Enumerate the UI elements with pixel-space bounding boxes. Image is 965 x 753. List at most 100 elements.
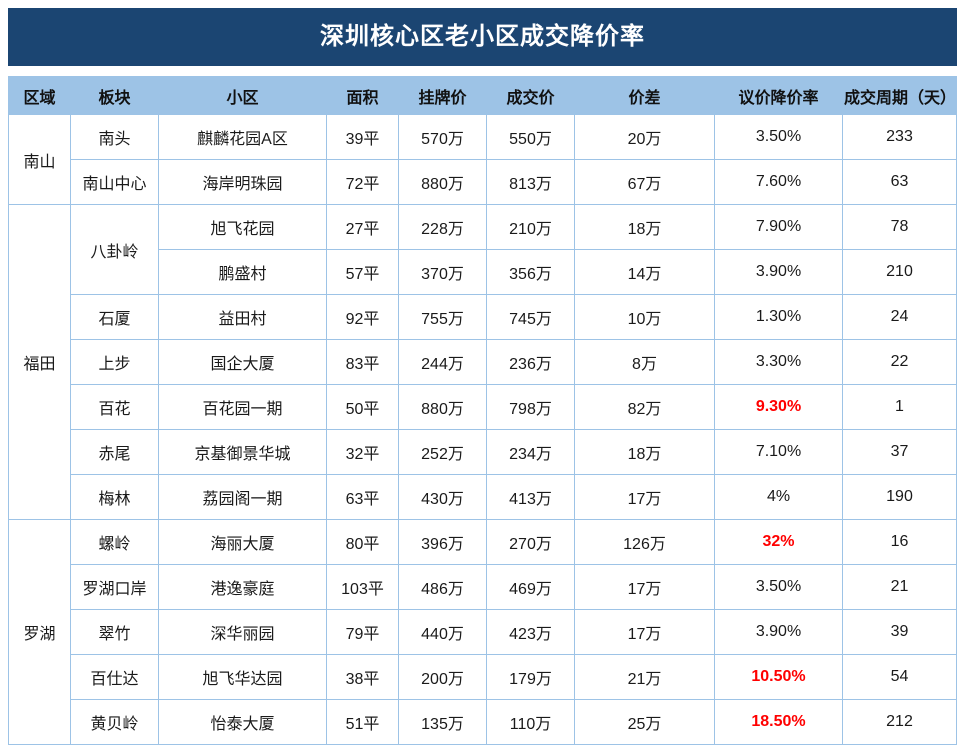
price-diff-cell: 21万 [574, 654, 715, 700]
column-header: 成交价 [486, 76, 575, 115]
table-row: 南山 南头 麒麟花园A区 39平 570万 550万 20万 3.50% 233 [8, 114, 957, 205]
community-cell: 旭飞华达园 [158, 654, 327, 700]
column-header: 板块 [70, 76, 159, 115]
listing-price-cell: 370万 [398, 249, 487, 295]
listing-price-cell: 430万 [398, 474, 487, 520]
listing-price-cell: 570万 [398, 114, 487, 160]
deal-cycle-cell: 22 [842, 339, 957, 385]
deal-cycle-cell: 233 [842, 114, 957, 160]
region-cell: 南山 [8, 114, 71, 205]
plate-cell: 罗湖口岸 [70, 564, 159, 610]
listing-price-cell: 396万 [398, 519, 487, 565]
area-cell: 32平 [326, 429, 399, 475]
area-cell: 38平 [326, 654, 399, 700]
deal-price-cell: 210万 [486, 204, 575, 250]
deal-price-cell: 110万 [486, 699, 575, 745]
community-cell: 深华丽园 [158, 609, 327, 655]
region-cell: 福田 [8, 204, 71, 520]
price-diff-cell: 8万 [574, 339, 715, 385]
column-header: 成交周期（天） [842, 76, 957, 115]
discount-rate-cell: 3.50% [714, 114, 843, 160]
discount-rate-cell: 3.50% [714, 564, 843, 610]
plate-cell: 翠竹 [70, 609, 159, 655]
area-cell: 80平 [326, 519, 399, 565]
plate-cell: 螺岭 [70, 519, 159, 565]
column-header: 价差 [574, 76, 715, 115]
plate-cell: 梅林 [70, 474, 159, 520]
deal-cycle-cell: 21 [842, 564, 957, 610]
price-table: 区域 板块 小区 面积 挂牌价 成交价 价差 议价降价率 成交周期（天） 南山 南头 麒麟花园A区 3… [8, 76, 957, 745]
listing-price-cell: 252万 [398, 429, 487, 475]
price-diff-cell: 20万 [574, 114, 715, 160]
discount-rate-cell: 3.90% [714, 609, 843, 655]
plate-cell: 赤尾 [70, 429, 159, 475]
deal-price-cell: 270万 [486, 519, 575, 565]
deal-cycle-cell: 54 [842, 654, 957, 700]
price-diff-cell: 82万 [574, 384, 715, 430]
table-row: 黄贝岭 怡泰大厦 51平 135万 110万 25万 18.50% 212 [9, 699, 957, 745]
page-title: 深圳核心区老小区成交降价率 [8, 8, 957, 66]
column-header: 面积 [326, 76, 399, 115]
community-cell: 益田村 [158, 294, 327, 340]
area-cell: 79平 [326, 609, 399, 655]
area-cell: 83平 [326, 339, 399, 385]
community-cell: 京基御景华城 [158, 429, 327, 475]
table-row: 百花 百花园一期 50平 880万 798万 82万 9.30% 1 [9, 384, 957, 430]
table-row: 翠竹 深华丽园 79平 440万 423万 17万 3.90% 39 [9, 609, 957, 655]
table-row: 福田 八卦岭 旭飞花园 27平 228万 210万 18万 7.90% 78 [8, 204, 957, 520]
listing-price-cell: 135万 [398, 699, 487, 745]
deal-price-cell: 234万 [486, 429, 575, 475]
area-cell: 27平 [326, 204, 399, 250]
listing-price-cell: 440万 [398, 609, 487, 655]
deal-cycle-cell: 16 [842, 519, 957, 565]
price-diff-cell: 18万 [574, 204, 715, 250]
table-row: 百仕达 旭飞华达园 38平 200万 179万 21万 10.50% 54 [9, 654, 957, 700]
column-header: 议价降价率 [714, 76, 843, 115]
discount-rate-cell: 4% [714, 474, 843, 520]
price-diff-cell: 25万 [574, 699, 715, 745]
area-cell: 92平 [326, 294, 399, 340]
discount-rate-cell: 3.30% [714, 339, 843, 385]
listing-price-cell: 880万 [398, 384, 487, 430]
price-diff-cell: 126万 [574, 519, 715, 565]
price-diff-cell: 14万 [574, 249, 715, 295]
deal-cycle-cell: 39 [842, 609, 957, 655]
listing-price-cell: 486万 [398, 564, 487, 610]
plate-cell: 石厦 [70, 294, 159, 340]
deal-price-cell: 236万 [486, 339, 575, 385]
area-cell: 63平 [326, 474, 399, 520]
deal-cycle-cell: 212 [842, 699, 957, 745]
deal-price-cell: 550万 [486, 114, 575, 160]
deal-cycle-cell: 78 [842, 204, 957, 250]
discount-rate-cell: 32% [714, 519, 843, 565]
discount-rate-cell: 7.90% [714, 204, 843, 250]
community-cell: 旭飞花园 [158, 204, 327, 250]
listing-price-cell: 228万 [398, 204, 487, 250]
price-diff-cell: 18万 [574, 429, 715, 475]
column-header: 挂牌价 [398, 76, 487, 115]
plate-cell: 黄贝岭 [70, 699, 159, 745]
deal-cycle-cell: 210 [842, 249, 957, 295]
price-diff-cell: 10万 [574, 294, 715, 340]
price-diff-cell: 67万 [574, 159, 715, 205]
discount-rate-cell: 9.30% [714, 384, 843, 430]
discount-rate-cell: 7.60% [714, 159, 843, 205]
table-row: 罗湖 螺岭 海丽大厦 80平 396万 270万 126万 32% 16 [8, 519, 957, 745]
community-cell: 荔园阁一期 [158, 474, 327, 520]
listing-price-cell: 244万 [398, 339, 487, 385]
area-cell: 51平 [326, 699, 399, 745]
plate-cell: 上步 [70, 339, 159, 385]
plate-cell: 八卦岭 [70, 204, 159, 295]
deal-cycle-cell: 63 [842, 159, 957, 205]
plate-cell: 南头 [70, 114, 159, 160]
deal-cycle-cell: 37 [842, 429, 957, 475]
community-cell: 港逸豪庭 [158, 564, 327, 610]
deal-cycle-cell: 24 [842, 294, 957, 340]
deal-price-cell: 413万 [486, 474, 575, 520]
deal-price-cell: 745万 [486, 294, 575, 340]
deal-cycle-cell: 190 [842, 474, 957, 520]
discount-rate-cell: 18.50% [714, 699, 843, 745]
discount-rate-cell: 10.50% [714, 654, 843, 700]
area-cell: 72平 [326, 159, 399, 205]
table-row: 上步 国企大厦 83平 244万 236万 8万 3.30% 22 [9, 339, 957, 385]
